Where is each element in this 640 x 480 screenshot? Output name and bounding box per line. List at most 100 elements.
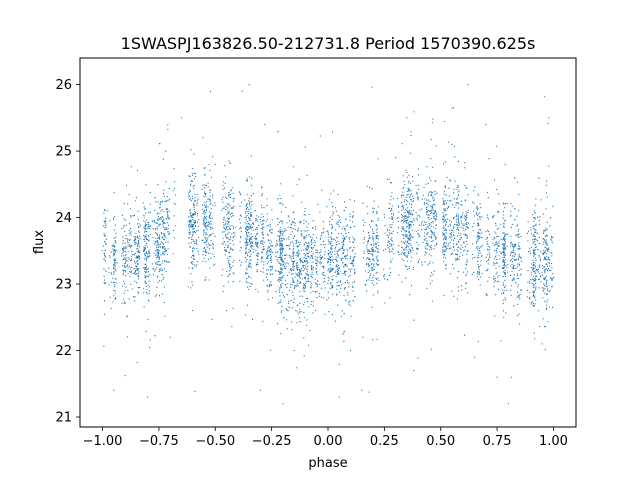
- data-point: [433, 217, 435, 219]
- data-point: [115, 270, 117, 272]
- data-point: [401, 216, 403, 218]
- data-point: [191, 255, 194, 257]
- data-point: [266, 198, 268, 200]
- data-point: [161, 269, 163, 271]
- data-point: [408, 232, 411, 234]
- data-point: [504, 287, 506, 289]
- data-point: [498, 193, 500, 195]
- data-point: [410, 244, 412, 246]
- data-point: [516, 296, 518, 299]
- data-point: [281, 202, 283, 204]
- data-point: [485, 256, 487, 258]
- data-point: [425, 228, 427, 230]
- data-point: [195, 265, 197, 267]
- data-point: [471, 201, 473, 203]
- data-point: [549, 269, 551, 271]
- data-point: [232, 281, 234, 283]
- data-point: [321, 189, 323, 191]
- data-point: [538, 177, 540, 179]
- data-point: [306, 324, 308, 326]
- data-point: [298, 249, 300, 251]
- data-point: [127, 245, 129, 247]
- data-point: [203, 218, 205, 220]
- data-point: [390, 210, 392, 212]
- data-point: [352, 265, 354, 267]
- data-point: [329, 216, 331, 218]
- data-point: [203, 225, 205, 227]
- data-point: [364, 284, 366, 286]
- data-point: [267, 255, 269, 257]
- data-point: [258, 224, 260, 226]
- data-point: [267, 298, 270, 300]
- data-point: [222, 188, 224, 190]
- data-point: [229, 193, 231, 195]
- data-point: [550, 217, 552, 219]
- data-point: [129, 275, 131, 277]
- data-point: [334, 271, 336, 274]
- data-point: [315, 283, 317, 285]
- data-point: [393, 214, 395, 216]
- data-point: [398, 254, 400, 256]
- data-point: [343, 266, 345, 268]
- data-point: [340, 222, 342, 224]
- data-point: [267, 269, 269, 271]
- data-point: [493, 214, 495, 217]
- data-point: [229, 239, 231, 241]
- data-point: [332, 274, 334, 276]
- data-point: [288, 300, 290, 302]
- data-point: [534, 278, 536, 280]
- data-point: [369, 187, 371, 189]
- data-point: [113, 264, 115, 266]
- data-point: [370, 243, 372, 245]
- data-point: [291, 284, 293, 286]
- data-point: [370, 247, 372, 249]
- data-point: [292, 280, 294, 282]
- data-point: [546, 242, 548, 244]
- data-point: [534, 229, 536, 231]
- data-point: [519, 298, 521, 300]
- data-point: [136, 256, 139, 258]
- data-point: [166, 211, 169, 213]
- data-point: [337, 269, 340, 272]
- data-point: [269, 266, 271, 269]
- data-point: [190, 185, 192, 187]
- data-point: [267, 234, 269, 236]
- data-point: [279, 254, 281, 256]
- data-point: [314, 278, 316, 280]
- data-point: [133, 254, 135, 256]
- data-point: [551, 255, 553, 257]
- data-point: [104, 260, 106, 262]
- data-point: [307, 223, 309, 225]
- data-point: [552, 277, 554, 280]
- data-point: [283, 317, 285, 319]
- data-point: [163, 218, 165, 220]
- data-point: [392, 198, 394, 200]
- data-point: [155, 254, 157, 256]
- data-point: [255, 249, 257, 251]
- data-point: [447, 205, 450, 207]
- data-point: [188, 237, 190, 239]
- data-point: [205, 249, 207, 251]
- data-point: [432, 198, 434, 200]
- data-point: [445, 267, 447, 269]
- data-point: [476, 207, 478, 209]
- data-point: [288, 216, 290, 218]
- data-point: [426, 243, 428, 245]
- data-point: [201, 208, 203, 210]
- data-point: [373, 207, 375, 210]
- data-point: [374, 250, 377, 252]
- data-point: [489, 254, 491, 256]
- y-tick-label: 23: [55, 278, 72, 293]
- data-point: [342, 333, 344, 335]
- data-point: [463, 241, 465, 243]
- data-point: [407, 187, 409, 189]
- data-point: [405, 216, 407, 218]
- data-point: [481, 255, 483, 257]
- data-point: [279, 202, 281, 204]
- data-point: [139, 238, 141, 240]
- data-point: [229, 227, 231, 229]
- data-point: [331, 227, 333, 229]
- data-point: [327, 239, 329, 241]
- data-point: [533, 304, 536, 307]
- data-point: [502, 261, 504, 263]
